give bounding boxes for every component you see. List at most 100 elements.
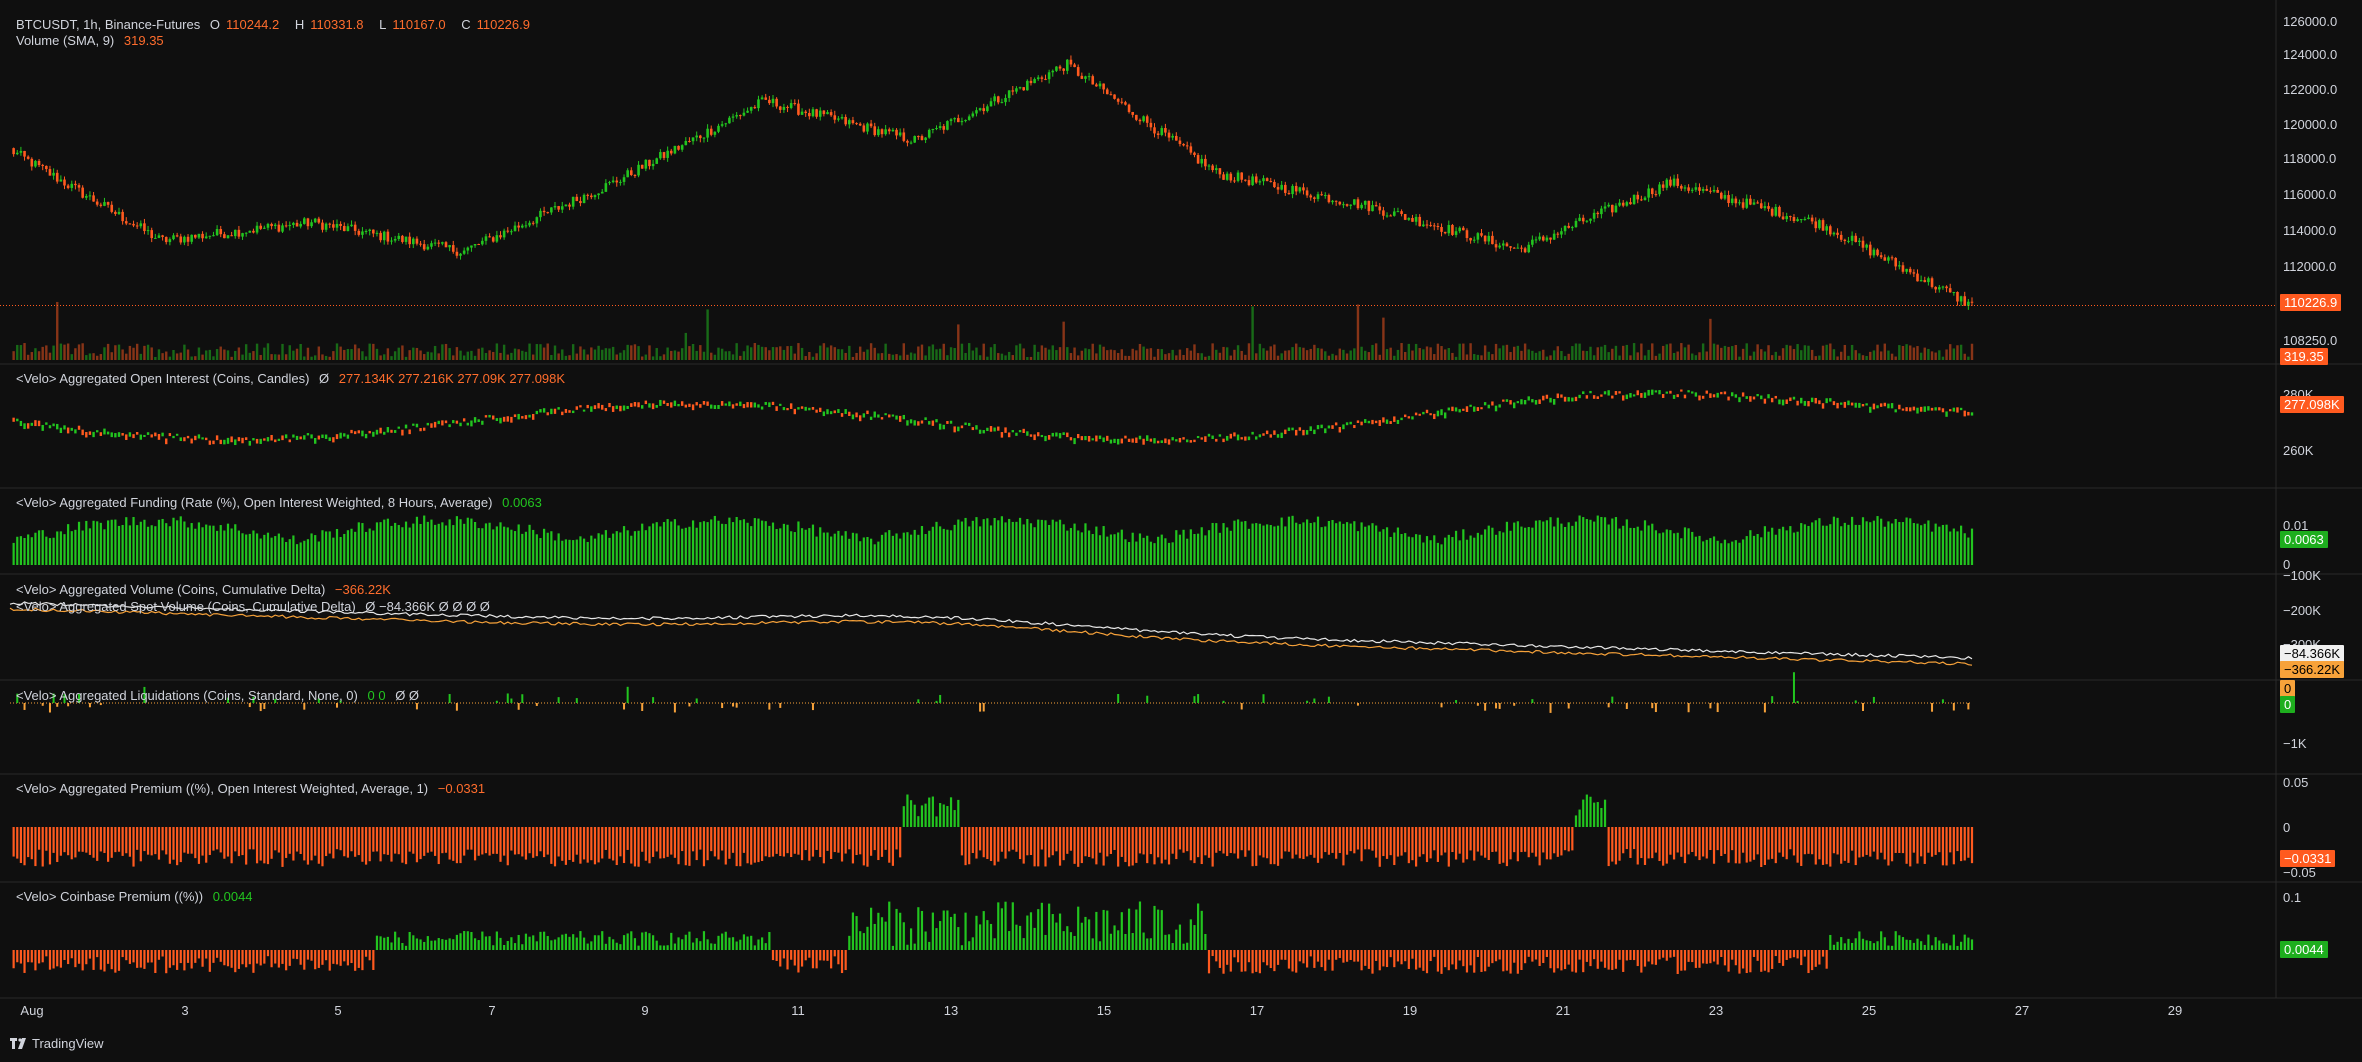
funding-bar	[281, 537, 284, 565]
funding-bar	[612, 533, 615, 565]
liquidation-bar	[811, 703, 814, 711]
premium-bar	[473, 827, 477, 861]
volume-bar	[132, 347, 135, 360]
premium-bar	[1073, 827, 1076, 864]
funding-bar	[1941, 524, 1945, 565]
funding-bar	[1607, 524, 1610, 565]
funding-bar	[1618, 528, 1621, 565]
volume-bar	[117, 344, 121, 360]
premium-bar	[1651, 827, 1654, 859]
premium-bar	[23, 827, 26, 866]
premium-bar	[368, 827, 371, 862]
price-candle	[1607, 204, 1610, 207]
price-candle	[546, 212, 550, 214]
coinbase-bar	[1825, 950, 1828, 969]
premium-bar	[1309, 827, 1312, 855]
symbol-title: BTCUSDT, 1h, Binance-Futures	[16, 17, 201, 32]
funding-bar	[394, 522, 397, 565]
oi-candle	[1959, 407, 1963, 411]
premium-bar	[550, 827, 553, 864]
premium-bar	[1349, 827, 1352, 852]
coinbase-bar	[1280, 950, 1283, 960]
funding-bar	[444, 525, 448, 565]
oi-candle	[582, 409, 586, 412]
oi-candle	[553, 408, 557, 414]
price-candle	[593, 195, 597, 198]
oi-candle	[829, 411, 833, 415]
volume-bar	[284, 354, 288, 360]
coinbase-bar	[1451, 950, 1454, 965]
volume-bar	[1898, 345, 1901, 360]
volume-bar	[1789, 345, 1792, 360]
price-candle	[1374, 205, 1378, 207]
coinbase-bar	[1211, 950, 1214, 957]
price-candle	[502, 230, 506, 238]
funding-bar	[1622, 525, 1625, 565]
price-candle	[1276, 187, 1280, 190]
price-candle	[571, 196, 575, 207]
oi-candle	[1810, 397, 1814, 403]
volume-bar	[1803, 345, 1807, 360]
coinbase-bar	[949, 916, 953, 950]
premium-bar	[819, 827, 822, 858]
oi-candle	[1669, 390, 1672, 394]
funding-bar	[1872, 520, 1875, 565]
volume-bar	[1334, 355, 1338, 360]
price-candle	[1818, 220, 1821, 229]
funding-bar	[986, 518, 989, 565]
oi-candle	[691, 404, 695, 411]
oi-candle	[1029, 434, 1033, 437]
funding-bar	[1400, 533, 1403, 565]
coinbase-bar	[176, 950, 179, 970]
volume-bar	[205, 350, 208, 360]
price-candle	[1534, 239, 1538, 241]
oi-candle	[492, 415, 495, 420]
coinbase-bar	[444, 939, 448, 950]
price-candle	[757, 99, 760, 109]
oi-candle	[1462, 408, 1465, 411]
liquidation-bar	[336, 703, 338, 708]
oi-candle	[426, 422, 430, 426]
volume-bar	[571, 344, 575, 360]
premium-bar	[742, 827, 746, 853]
coinbase-bar	[34, 950, 37, 971]
price-candle	[1669, 179, 1672, 186]
price-candle	[154, 237, 157, 239]
volume-bar	[917, 346, 920, 360]
funding-bar	[724, 524, 727, 565]
price-candle	[1153, 127, 1156, 134]
volume-bar	[408, 350, 411, 360]
oi-candle	[110, 432, 113, 438]
coinbase-bar	[506, 941, 509, 950]
volume-bar	[924, 355, 927, 360]
funding-bar	[1553, 526, 1556, 565]
volume-bar	[1930, 351, 1934, 360]
coinbase-bar	[1774, 950, 1777, 957]
oi-candle	[1705, 390, 1708, 394]
oi-candle	[1792, 396, 1796, 400]
oi-candle	[1672, 394, 1676, 399]
coinbase-bar	[252, 950, 255, 973]
funding-bar	[1727, 543, 1730, 565]
price-candle	[437, 242, 441, 244]
oi-candle	[1371, 419, 1374, 425]
volume-bar	[909, 352, 913, 360]
volume-bar	[1654, 355, 1658, 360]
premium-bar	[1778, 827, 1781, 853]
coinbase-bar	[1694, 950, 1697, 968]
oi-candle	[172, 435, 175, 439]
funding-bar	[1785, 530, 1788, 565]
premium-bar	[1367, 827, 1370, 850]
funding-bar	[1832, 516, 1836, 565]
premium-bar	[1018, 827, 1022, 860]
funding-bar	[143, 519, 146, 565]
premium-bar	[622, 827, 626, 864]
price-candle	[364, 230, 368, 232]
coinbase-bar	[1131, 933, 1134, 950]
price-candle	[1193, 152, 1196, 156]
funding-bar	[190, 523, 193, 565]
price-candle	[1029, 80, 1033, 84]
premium-bar	[1618, 827, 1621, 861]
coinbase-bar	[1298, 950, 1301, 962]
